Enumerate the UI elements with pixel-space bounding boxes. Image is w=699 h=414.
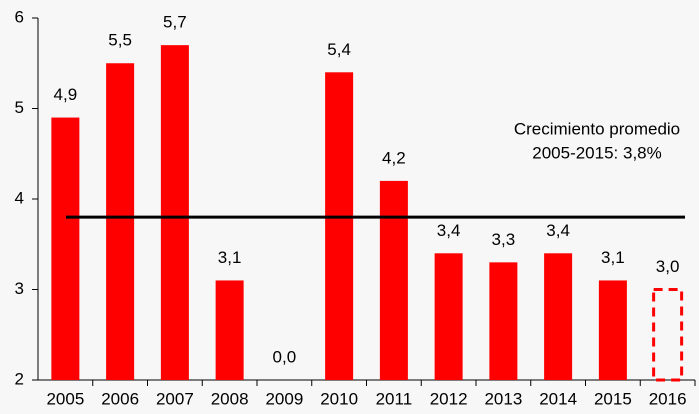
bar	[379, 180, 408, 380]
bar	[544, 253, 573, 380]
value-label: 5,5	[108, 31, 132, 50]
bar	[598, 280, 627, 380]
value-label: 4,9	[54, 85, 78, 104]
value-label: 3,4	[546, 221, 570, 240]
x-tick-label: 2016	[649, 389, 687, 408]
x-tick-label: 2012	[430, 389, 468, 408]
x-tick-label: 2005	[46, 389, 84, 408]
x-tick-label: 2011	[376, 389, 413, 408]
bar	[160, 45, 189, 381]
value-label: 3,4	[437, 221, 461, 240]
average-label: Crecimiento promedio	[514, 119, 680, 138]
value-label: 3,0	[656, 257, 680, 276]
x-tick-label: 2008	[211, 389, 249, 408]
y-tick-label: 2	[15, 369, 24, 388]
value-label: 3,1	[601, 248, 625, 267]
value-label: 3,3	[492, 230, 516, 249]
y-tick-label: 3	[15, 279, 24, 298]
value-label: 4,2	[382, 148, 406, 167]
bar	[106, 63, 135, 380]
x-tick-label: 2014	[539, 389, 577, 408]
x-tick-label: 2013	[484, 389, 522, 408]
value-label: 0,0	[273, 347, 297, 366]
y-tick-label: 6	[15, 7, 24, 26]
y-tick-label: 4	[15, 188, 24, 207]
x-tick-label: 2007	[156, 389, 194, 408]
bar	[215, 280, 244, 380]
x-tick-label: 2010	[320, 389, 358, 408]
bar	[434, 253, 463, 380]
value-label: 5,7	[163, 13, 187, 32]
bar	[325, 72, 354, 381]
x-tick-label: 2015	[594, 389, 632, 408]
y-tick-label: 5	[15, 98, 24, 117]
bar	[652, 288, 684, 382]
value-label: 5,4	[327, 40, 351, 59]
bar	[51, 117, 80, 381]
average-label: 2005-2015: 3,8%	[532, 143, 662, 162]
x-tick-label: 2009	[265, 389, 303, 408]
bar	[489, 262, 518, 380]
value-label: 3,1	[218, 248, 242, 267]
x-tick-label: 2006	[101, 389, 139, 408]
